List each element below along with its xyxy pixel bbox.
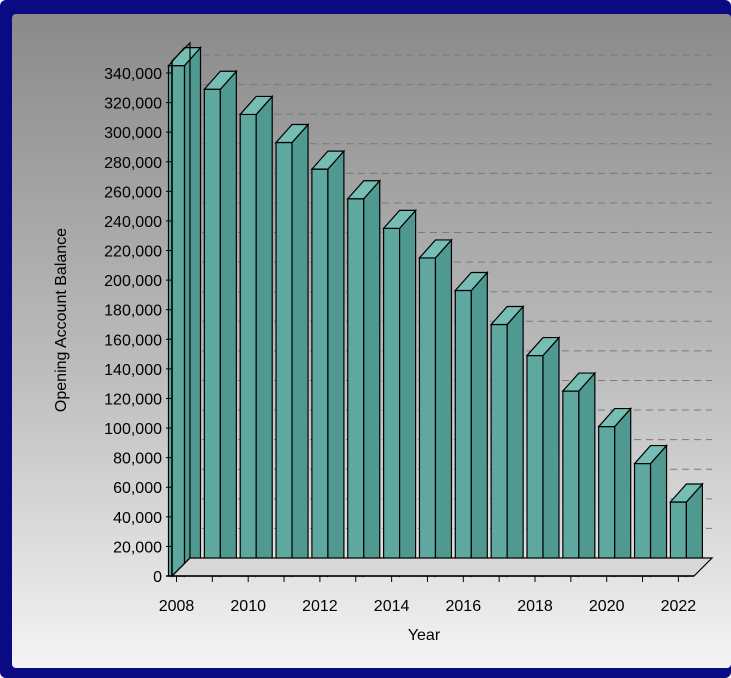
- y-tick-label: 320,000: [104, 96, 162, 113]
- x-tick-label: 2010: [230, 598, 266, 615]
- bar: [346, 179, 382, 578]
- y-tick-label: 220,000: [104, 244, 162, 261]
- x-tick-label: 2020: [589, 598, 625, 615]
- y-tick-label: 300,000: [104, 125, 162, 142]
- bar: [382, 208, 417, 578]
- y-tick-label: 0: [153, 569, 162, 586]
- bar: [310, 149, 346, 578]
- bar: [489, 304, 525, 578]
- y-tick-label: 120,000: [104, 391, 162, 408]
- y-tick-label: 340,000: [104, 66, 162, 83]
- y-tick-labels: 0 20,000 40,000 60,000 80,000 100,000 120,000 1…: [104, 66, 162, 586]
- x-tick-label: 2014: [374, 598, 410, 615]
- x-tick-label: 2016: [446, 598, 482, 615]
- y-tick-label: 140,000: [104, 362, 162, 379]
- y-tick-label: 60,000: [113, 480, 162, 497]
- x-tick-label: 2008: [159, 598, 195, 615]
- axes: [166, 41, 714, 582]
- bar: [633, 443, 668, 578]
- bar: [167, 46, 202, 578]
- bar: [597, 407, 633, 578]
- x-tick-label: 2018: [517, 598, 553, 615]
- y-tick-label: 100,000: [104, 421, 162, 438]
- y-tick-label: 200,000: [104, 273, 162, 290]
- y-tick-label: 280,000: [104, 155, 162, 172]
- y-tick-label: 160,000: [104, 332, 162, 349]
- chart-floor: [170, 557, 714, 577]
- x-tick-label: 2012: [302, 598, 338, 615]
- x-axis-title: Year: [408, 627, 441, 644]
- y-axis-title: Opening Account Balance: [53, 228, 70, 412]
- y-tick-label: 240,000: [104, 214, 162, 231]
- bar: [453, 270, 489, 578]
- bar: [274, 122, 310, 578]
- y-tick-label: 80,000: [113, 451, 162, 468]
- x-tick-label: 2022: [661, 598, 697, 615]
- y-tick-label: 180,000: [104, 303, 162, 320]
- y-tick-label: 260,000: [104, 184, 162, 201]
- x-tick-labels: 2008 2010 2012 2014 2016 2018 2020 2022: [159, 598, 697, 615]
- bar: [525, 335, 561, 578]
- bar: [418, 238, 453, 578]
- bar: [203, 69, 238, 578]
- y-tick-label: 20,000: [113, 539, 162, 556]
- bar: [561, 371, 597, 578]
- y-tick-label: 40,000: [113, 510, 162, 527]
- bar: [238, 94, 274, 578]
